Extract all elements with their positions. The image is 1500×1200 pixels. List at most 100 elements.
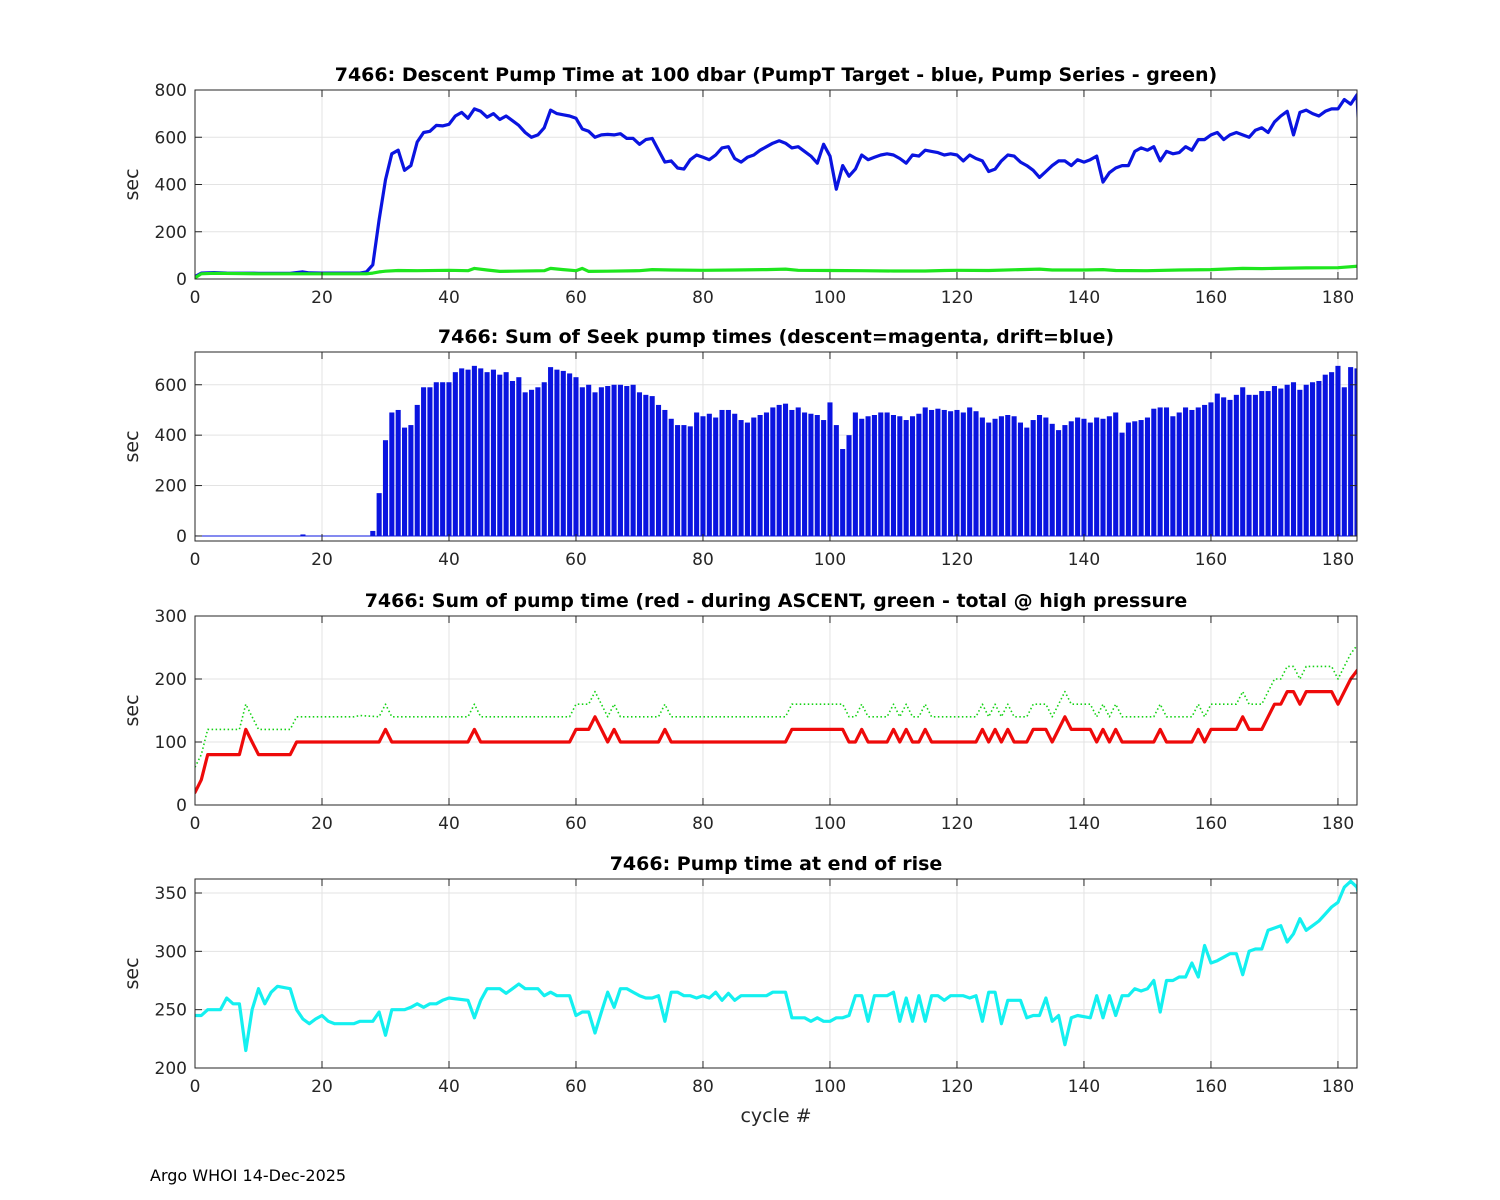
chart3-xtick-label-3: 60 [565,814,587,834]
chart2-bar-0-17 [300,534,306,536]
chart2-bar-0-190 [1399,361,1404,536]
chart2-bar-0-36 [421,387,427,536]
chart2-bar-0-41 [452,372,458,536]
chart1-xtick-label-9: 180 [1322,288,1354,308]
chart2-bar-0-73 [655,404,662,536]
chart2-bar-0-106 [865,416,871,536]
chart2-bar-0-143 [1100,418,1106,536]
chart2-bar-0-105 [859,418,865,536]
chart2-bar-0-63 [592,392,598,536]
chart3-xtick-label-7: 140 [1068,814,1100,834]
chart1-xtick-label-8: 160 [1195,288,1227,308]
chart1-ytick-label-4: 800 [155,81,187,101]
chart2-bar-0-97 [808,413,814,536]
chart2-bar-0-141 [1087,422,1093,536]
chart2-bar-0-89 [757,415,763,536]
chart3-title: 7466: Sum of pump time (red - during ASC… [365,590,1188,612]
chart2-xtick-label-9: 180 [1322,550,1354,570]
chart2-bar-0-98 [814,415,820,536]
chart2-xtick-label-1: 20 [311,550,333,570]
chart2-bar-0-67 [617,384,623,536]
chart2-bar-0-103 [846,435,852,536]
chart2-bar-0-149 [1138,420,1144,536]
chart1-data [195,93,1357,279]
chart4-xtick-label-1: 20 [311,1077,333,1097]
chart2-bar-0-68 [624,386,630,536]
chart2-bar-0-95 [795,407,801,536]
chart2-bar-0-178 [1322,374,1328,536]
chart2-bar-0-69 [630,384,636,536]
chart2-bar-0-59 [567,373,573,536]
chart2-bar-0-109 [884,412,890,536]
chart2-bar-0-158 [1195,407,1201,536]
chart2-bar-0-29 [376,493,382,536]
chart2-bar-0-125 [986,422,992,536]
chart2-bar-0-137 [1062,425,1068,536]
chart2-bar-0-159 [1202,404,1208,536]
chart1-series-1 [195,264,1357,279]
chart2-bar-0-123 [973,411,979,536]
chart2-bar-0-185 [1367,375,1372,536]
chart2-bar-0-70 [636,392,643,536]
chart1-xtick-label-7: 140 [1068,288,1100,308]
chart2-bar-0-183 [1354,368,1357,536]
chart2-bar-0-102 [840,449,846,536]
chart3-ytick-label-2: 200 [155,670,187,690]
chart2-bar-0-177 [1316,380,1322,536]
chart2-bar-0-133 [1036,415,1043,536]
chart2-xtick-label-8: 160 [1195,550,1227,570]
chart2-bar-0-134 [1043,417,1049,536]
chart2-bar-0-155 [1176,412,1182,536]
chart2-bar-0-37 [427,387,433,536]
chart2-data [195,361,1404,537]
chart2-bar-0-187 [1380,367,1385,536]
chart4-xtick-label-2: 40 [438,1077,460,1097]
chart1-title: 7466: Descent Pump Time at 100 dbar (Pum… [335,64,1218,86]
chart2-bar-0-84 [725,409,731,536]
chart2-bar-0-91 [770,407,776,536]
chart2-ytick-label-2: 400 [155,426,187,446]
chart2-bar-0-117 [935,408,941,536]
chart2-bar-0-42 [459,368,465,536]
chart2-bar-0-92 [776,404,782,536]
chart2-bar-0-147 [1125,422,1131,536]
chart2-bar-0-179 [1329,372,1335,536]
chart2-xtick-label-7: 140 [1068,550,1100,570]
chart2-bar-0-107 [871,415,877,536]
chart2-bar-0-58 [560,370,566,536]
chart2-bar-0-157 [1189,409,1195,536]
chart2-bar-0-49 [503,372,509,536]
chart4-xtick-label-9: 180 [1322,1077,1354,1097]
chart2-bar-0-48 [497,374,503,536]
chart2-bar-0-140 [1081,418,1087,536]
chart2-bar-0-146 [1119,432,1125,536]
chart2-bar-0-54 [535,387,541,536]
chart4-frame [194,878,1358,1069]
chart2-bar-0-152 [1157,407,1163,536]
chart1-ytick-label-1: 200 [155,223,187,243]
chart2-bar-0-62 [586,384,592,536]
chart2-xtick-label-3: 60 [565,550,587,570]
chart4-series-0 [195,879,1357,1053]
chart2-bar-0-188 [1386,368,1391,536]
chart4-xtick-label-3: 60 [565,1077,587,1097]
chart3-plot-area [195,616,1357,805]
chart1: 0 20 40 60 80 100 120 140 160 180 0 200 400 600 800 746… [121,64,1358,308]
chart2-frame [194,351,1358,542]
chart2-bar-0-138 [1068,421,1074,536]
chart2-bar-0-182 [1348,367,1354,536]
chart2-bar-0-56 [548,367,554,536]
chart2-bar-0-51 [516,377,522,536]
chart1-ytick-label-0: 0 [176,270,187,290]
chart2-ylabel: sec [121,430,143,462]
chart2-bar-0-72 [649,396,655,536]
chart2-bar-0-90 [763,412,770,536]
chart2-bar-0-55 [541,382,547,536]
chart2-bar-0-101 [833,425,839,536]
chart2-bar-0-112 [903,420,909,536]
chart2-bar-0-76 [675,425,681,536]
chart2-bar-0-173 [1290,382,1297,536]
chart2-bar-0-128 [1005,415,1011,536]
chart4-xtick-label-6: 120 [941,1077,973,1097]
chart2-bar-0-53 [528,389,535,536]
